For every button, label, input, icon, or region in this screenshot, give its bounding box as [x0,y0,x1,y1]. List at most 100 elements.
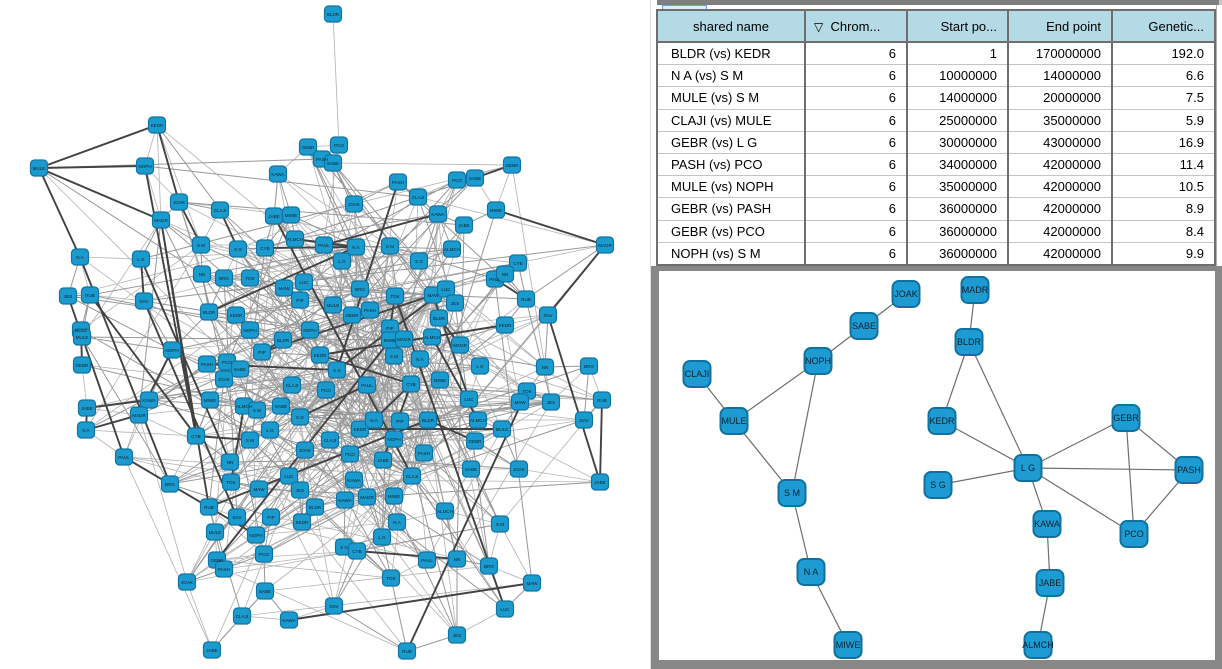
svg-text:NOPH: NOPH [805,356,831,366]
svg-text:PASH: PASH [1177,465,1201,475]
svg-text:JABE: JABE [206,648,218,653]
svg-text:S G: S G [333,368,341,373]
svg-text:L G: L G [137,257,145,262]
svg-text:JES: JES [453,633,461,638]
svg-text:S G: S G [415,259,423,264]
svg-text:DAV: DAV [232,515,242,520]
svg-text:S M: S M [246,438,254,443]
svg-text:NN: NN [502,272,509,277]
svg-text:L G: L G [378,535,386,540]
svg-text:S M: S M [496,522,504,527]
svg-text:LUC: LUC [500,607,510,612]
svg-text:TOK: TOK [386,576,396,581]
svg-text:KEDR: KEDR [314,353,327,358]
svg-text:CLAJI: CLAJI [236,614,249,619]
svg-text:JABE: JABE [458,223,470,228]
svg-text:PAUL: PAUL [318,243,330,248]
svg-text:CLAJI: CLAJI [286,383,299,388]
svg-text:GEBR: GEBR [468,439,482,444]
svg-text:BRG: BRG [584,364,594,369]
svg-text:MIWE: MIWE [388,494,401,499]
svg-text:BLDR: BLDR [327,12,340,17]
svg-text:CLAJI: CLAJI [412,195,425,200]
svg-text:BRG: BRG [355,287,365,292]
svg-text:MULE: MULE [209,530,222,535]
svg-text:MAW: MAW [526,581,538,586]
svg-text:CLAJI: CLAJI [214,208,227,213]
svg-text:KAWA: KAWA [338,498,352,503]
svg-text:N A: N A [804,567,819,577]
svg-text:KEDR: KEDR [499,323,512,328]
svg-text:CYB: CYB [352,549,361,554]
svg-text:BLDR: BLDR [203,310,216,315]
svg-text:JES: JES [451,301,459,306]
svg-text:ALMCH: ALMCH [470,418,486,423]
svg-text:PCO: PCO [452,178,462,183]
svg-text:RUB: RUB [402,649,412,654]
svg-text:JOAK: JOAK [218,377,231,382]
svg-text:PAUL: PAUL [489,277,501,282]
svg-text:S M: S M [784,488,800,498]
svg-text:GEBR: GEBR [345,313,359,318]
svg-text:NOPH: NOPH [249,533,262,538]
svg-text:JABE: JABE [268,214,280,219]
svg-text:SABE: SABE [234,367,246,372]
svg-text:DAV: DAV [543,313,553,318]
svg-text:PASH: PASH [201,362,213,367]
svg-text:LUC: LUC [284,474,294,479]
svg-text:KEDR: KEDR [151,123,164,128]
svg-text:N A: N A [352,245,360,250]
svg-text:MULE: MULE [721,416,746,426]
svg-text:GEBR: GEBR [75,363,89,368]
svg-text:NN: NN [227,460,234,465]
svg-text:SABE: SABE [275,404,287,409]
svg-text:PIP: PIP [296,298,303,303]
svg-text:PIP: PIP [267,515,274,520]
svg-text:BRG: BRG [219,276,229,281]
svg-text:KEDR: KEDR [354,427,367,432]
svg-text:KEDR: KEDR [296,520,309,525]
svg-text:TOK: TOK [522,389,532,394]
svg-text:MADR: MADR [962,285,989,295]
svg-text:TOK: TOK [226,480,236,485]
svg-text:MIWE: MIWE [384,338,397,343]
svg-text:PAUL: PAUL [361,383,373,388]
svg-text:RUB: RUB [521,297,531,302]
svg-text:S M: S M [253,408,261,413]
svg-text:MIWE: MIWE [285,213,298,218]
svg-text:JABE: JABE [81,406,93,411]
svg-text:L G: L G [476,364,484,369]
svg-text:BLDR: BLDR [422,418,435,423]
svg-text:S G: S G [340,545,348,550]
svg-text:L G: L G [1021,463,1035,473]
svg-text:LUC: LUC [299,280,309,285]
svg-text:MULE: MULE [75,328,88,333]
svg-text:NOPH: NOPH [138,164,151,169]
svg-text:CYB: CYB [260,246,269,251]
svg-text:SABE: SABE [259,589,271,594]
svg-text:N A: N A [416,357,424,362]
svg-text:KAWA: KAWA [347,478,361,483]
svg-text:CYB: CYB [191,434,200,439]
svg-text:NN: NN [542,365,549,370]
svg-text:GEBR: GEBR [1113,413,1139,423]
svg-text:ALMCH: ALMCH [1022,640,1054,650]
svg-text:GEBR: GEBR [301,145,315,150]
svg-text:JES: JES [547,400,555,405]
svg-text:ALMCH: ALMCH [437,509,453,514]
svg-text:SABE: SABE [327,161,339,166]
svg-text:NN: NN [454,557,461,562]
svg-text:JABE: JABE [1039,578,1062,588]
svg-text:N A: N A [76,255,84,260]
svg-text:JOAK: JOAK [348,202,361,207]
svg-text:KAWA: KAWA [1034,519,1060,529]
svg-text:PCO: PCO [1124,529,1144,539]
svg-text:MIWE: MIWE [434,378,447,383]
svg-text:KAWA: KAWA [142,398,156,403]
svg-text:PASH: PASH [364,308,376,313]
svg-text:PASH: PASH [218,567,230,572]
svg-text:MULE: MULE [496,427,509,432]
svg-text:NOPH: NOPH [243,328,256,333]
svg-text:NOPH: NOPH [165,348,178,353]
svg-text:MIWE: MIWE [204,398,217,403]
